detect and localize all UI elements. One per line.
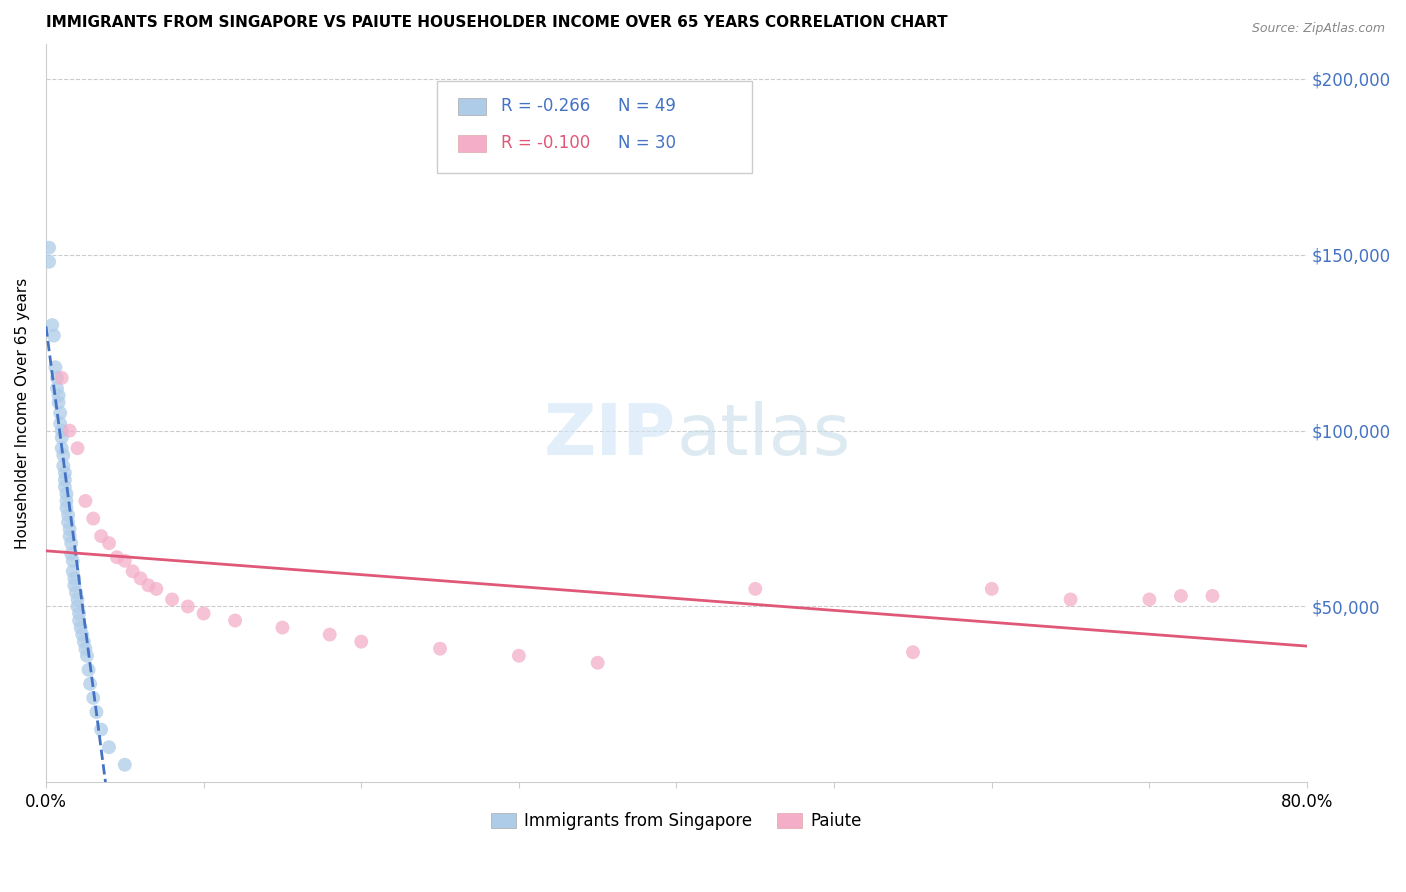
Point xyxy=(429,641,451,656)
Point xyxy=(75,494,97,508)
FancyBboxPatch shape xyxy=(437,80,752,173)
Text: ZIP: ZIP xyxy=(544,401,676,470)
FancyBboxPatch shape xyxy=(458,136,486,152)
Point xyxy=(271,621,294,635)
Point xyxy=(73,634,96,648)
Point xyxy=(145,582,167,596)
Point xyxy=(66,441,89,455)
Point xyxy=(38,254,60,268)
FancyBboxPatch shape xyxy=(458,98,486,114)
Point xyxy=(56,515,79,529)
Point xyxy=(70,627,93,641)
Text: IMMIGRANTS FROM SINGAPORE VS PAIUTE HOUSEHOLDER INCOME OVER 65 YEARS CORRELATION: IMMIGRANTS FROM SINGAPORE VS PAIUTE HOUS… xyxy=(46,15,948,30)
Point xyxy=(318,627,340,641)
Point xyxy=(42,328,65,343)
Point xyxy=(41,318,63,332)
Y-axis label: Householder Income Over 65 years: Householder Income Over 65 years xyxy=(15,277,30,549)
Point xyxy=(44,360,66,375)
Text: Source: ZipAtlas.com: Source: ZipAtlas.com xyxy=(1251,22,1385,36)
Point xyxy=(98,740,121,755)
Point xyxy=(744,582,766,596)
Point xyxy=(350,634,373,648)
Point xyxy=(63,578,86,592)
Point xyxy=(76,648,98,663)
Point xyxy=(53,466,76,480)
Point xyxy=(90,529,112,543)
Point xyxy=(52,448,75,462)
Point xyxy=(508,648,530,663)
Point xyxy=(51,441,73,455)
Point xyxy=(49,406,72,420)
Point xyxy=(59,424,82,438)
Point xyxy=(51,424,73,438)
Point xyxy=(177,599,200,614)
Point xyxy=(79,677,101,691)
Point xyxy=(55,494,77,508)
Point xyxy=(82,511,104,525)
Point xyxy=(67,607,90,621)
Point xyxy=(53,473,76,487)
Point xyxy=(193,607,215,621)
Text: atlas: atlas xyxy=(676,401,851,470)
Point xyxy=(46,381,69,395)
Point xyxy=(48,395,70,409)
Point xyxy=(1137,592,1160,607)
Point xyxy=(980,582,1002,596)
Point xyxy=(1059,592,1081,607)
Point xyxy=(59,529,82,543)
Text: N = 49: N = 49 xyxy=(619,97,676,115)
Text: R = -0.100: R = -0.100 xyxy=(501,135,591,153)
Point xyxy=(60,536,83,550)
Point xyxy=(65,585,87,599)
Point xyxy=(51,371,73,385)
Point xyxy=(98,536,121,550)
Text: N = 30: N = 30 xyxy=(619,135,676,153)
Point xyxy=(224,614,246,628)
Point xyxy=(55,500,77,515)
Point xyxy=(82,690,104,705)
Point xyxy=(138,578,160,592)
Point xyxy=(46,371,69,385)
Point xyxy=(77,663,100,677)
Point xyxy=(62,554,84,568)
Point xyxy=(75,641,97,656)
Point xyxy=(1201,589,1223,603)
Point xyxy=(114,554,136,568)
Point xyxy=(48,388,70,402)
Point xyxy=(51,431,73,445)
Point xyxy=(90,723,112,737)
Point xyxy=(55,487,77,501)
Point xyxy=(66,592,89,607)
Point xyxy=(901,645,924,659)
Point xyxy=(62,564,84,578)
Point xyxy=(69,621,91,635)
Point xyxy=(86,705,108,719)
Legend: Immigrants from Singapore, Paiute: Immigrants from Singapore, Paiute xyxy=(484,805,869,837)
Text: R = -0.266: R = -0.266 xyxy=(501,97,591,115)
Point xyxy=(114,757,136,772)
Point xyxy=(38,241,60,255)
Point xyxy=(60,547,83,561)
Point xyxy=(1170,589,1192,603)
Point xyxy=(67,614,90,628)
Point xyxy=(121,564,143,578)
Point xyxy=(129,571,152,585)
Point xyxy=(160,592,183,607)
Point xyxy=(56,508,79,522)
Point xyxy=(52,458,75,473)
Point xyxy=(53,480,76,494)
Point xyxy=(63,571,86,585)
Point xyxy=(66,599,89,614)
Point xyxy=(59,522,82,536)
Point xyxy=(105,550,128,565)
Point xyxy=(49,417,72,431)
Point xyxy=(586,656,609,670)
